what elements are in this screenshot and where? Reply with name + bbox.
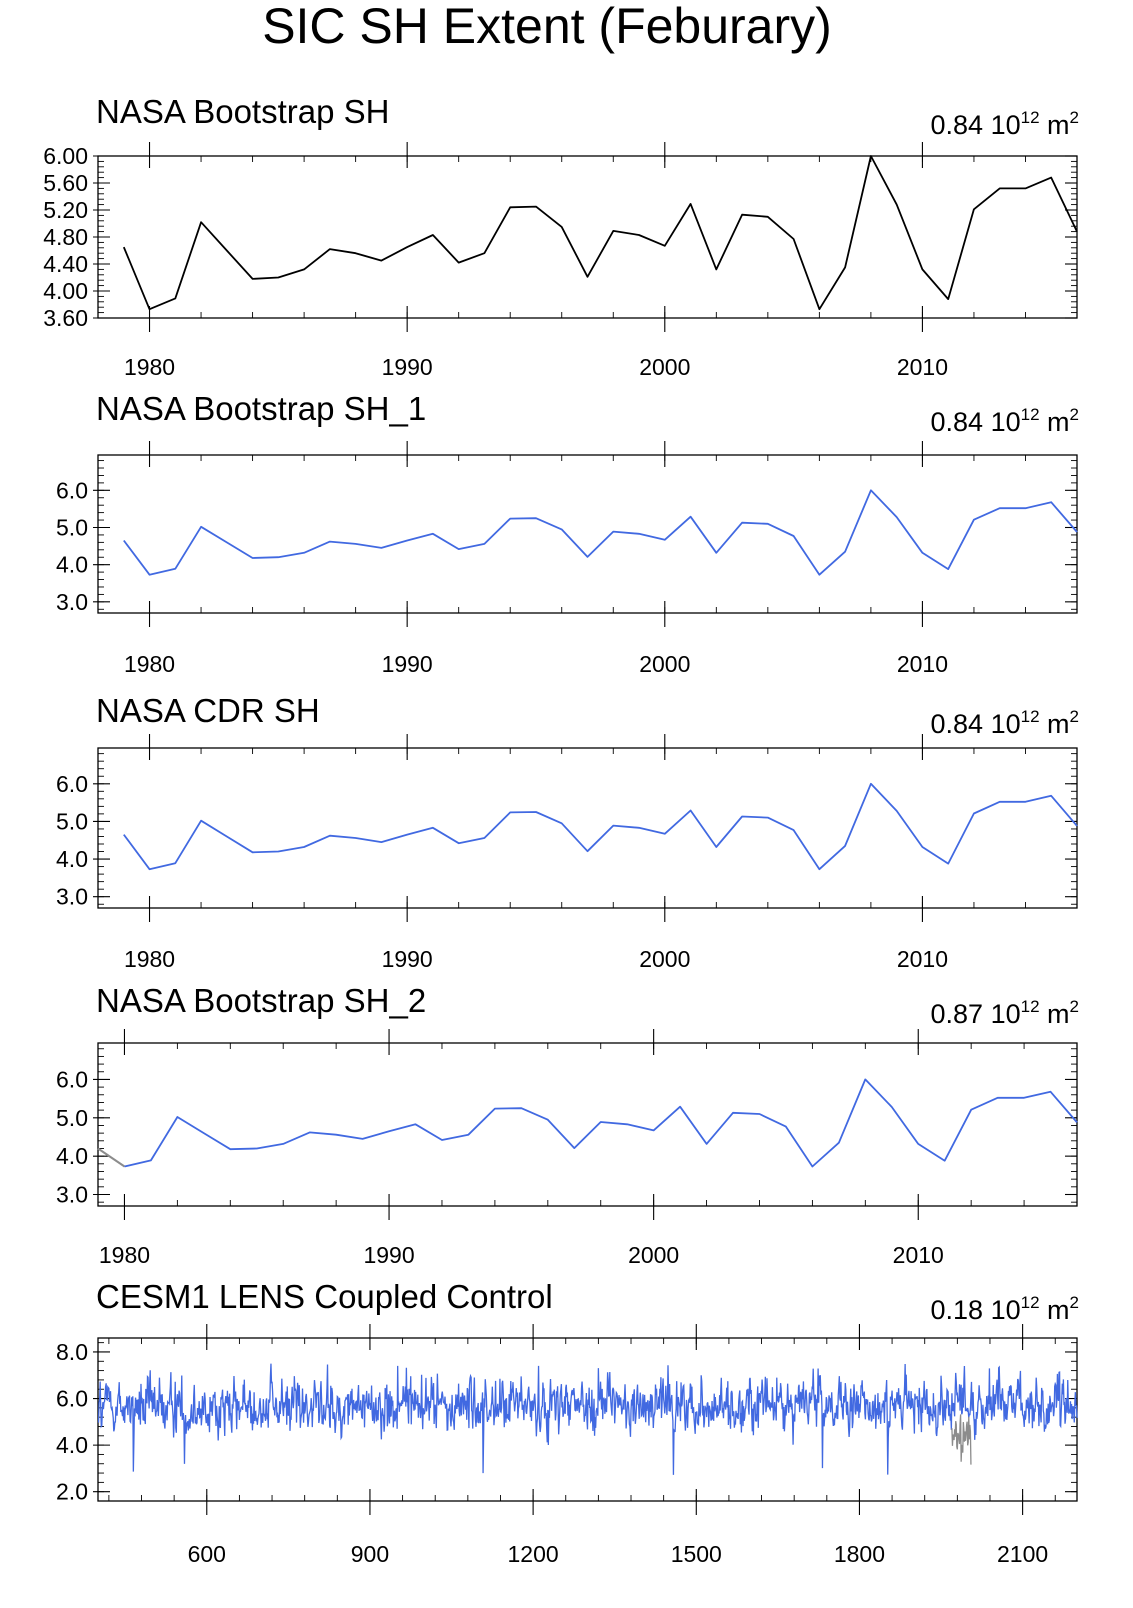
y-tick-label: 3.0 — [56, 1181, 88, 1207]
panel-title: NASA Bootstrap SH — [96, 93, 389, 130]
stat-label: 0.87 1012 m2 — [931, 997, 1079, 1029]
x-tick-label: 900 — [351, 1541, 389, 1567]
panel-title: CESM1 LENS Coupled Control — [96, 1278, 553, 1315]
x-tick-label: 1980 — [124, 946, 175, 972]
plot-frame — [97, 747, 1078, 909]
stat-label: 0.84 1012 m2 — [931, 405, 1079, 437]
y-tick-label: 4.0 — [56, 846, 88, 872]
x-tick-label: 1980 — [124, 354, 175, 380]
y-tick-label: 6.0 — [56, 1386, 88, 1412]
x-tick-label: 2000 — [639, 354, 690, 380]
x-tick-label: 1500 — [671, 1541, 722, 1567]
x-tick-label: 2100 — [997, 1541, 1048, 1567]
panel-2: NASA Bootstrap SH_1 0.84 1012 m2 3.0 4.0 5.0… — [56, 390, 1079, 677]
series-line — [97, 1363, 1078, 1475]
secondary-series-line — [951, 1414, 972, 1465]
x-tick-label: 2000 — [628, 1242, 679, 1268]
y-tick-label: 3.0 — [56, 589, 88, 615]
y-tick-label: 6.0 — [56, 771, 88, 797]
x-tick-label: 1980 — [124, 651, 175, 677]
plot-frame — [97, 454, 1078, 614]
x-tick-label: 600 — [188, 1541, 226, 1567]
secondary-series-line — [97, 1147, 126, 1168]
x-tick-label: 1990 — [382, 354, 433, 380]
panel-title: NASA Bootstrap SH_2 — [96, 982, 426, 1019]
plot-frame — [97, 155, 1078, 319]
x-tick-label: 1980 — [99, 1242, 150, 1268]
stat-label: 0.84 1012 m2 — [931, 108, 1079, 140]
y-tick-label: 5.60 — [43, 170, 88, 196]
y-tick-label: 4.0 — [56, 552, 88, 578]
panel-5: CESM1 LENS Coupled Control 0.18 1012 m2 2.… — [56, 1278, 1079, 1567]
panel-3: NASA CDR SH 0.84 1012 m2 3.0 4.0 5.0 6.0 1980 1… — [56, 692, 1079, 972]
y-tick-label: 3.0 — [56, 884, 88, 910]
y-tick-label: 5.0 — [56, 808, 88, 834]
y-tick-label: 5.0 — [56, 1105, 88, 1131]
y-tick-label: 4.00 — [43, 278, 88, 304]
y-tick-label: 6.00 — [43, 143, 88, 169]
x-tick-label: 2000 — [639, 651, 690, 677]
series-line — [124, 1078, 1078, 1168]
series-line — [123, 782, 1078, 871]
x-tick-label: 2000 — [639, 946, 690, 972]
y-tick-label: 5.20 — [43, 197, 88, 223]
panel-1: NASA Bootstrap SH 0.84 1012 m2 3.604.004.4… — [43, 93, 1079, 380]
x-tick-label: 1990 — [382, 651, 433, 677]
y-tick-label: 4.0 — [56, 1143, 88, 1169]
x-tick-label: 1990 — [363, 1242, 414, 1268]
y-tick-label: 3.60 — [43, 305, 88, 331]
x-tick-label: 1800 — [834, 1541, 885, 1567]
panel-title: NASA CDR SH — [96, 692, 320, 729]
panel-4: NASA Bootstrap SH_2 0.87 1012 m2 3.0 4.0 5.0… — [56, 982, 1079, 1268]
y-tick-label: 4.40 — [43, 251, 88, 277]
y-tick-label: 5.0 — [56, 514, 88, 540]
y-tick-label: 4.80 — [43, 224, 88, 250]
stat-label: 0.18 1012 m2 — [931, 1293, 1079, 1325]
y-tick-label: 4.0 — [56, 1432, 88, 1458]
panel-title: NASA Bootstrap SH_1 — [96, 390, 426, 427]
x-tick-label: 2010 — [893, 1242, 944, 1268]
x-tick-label: 2010 — [897, 651, 948, 677]
x-tick-label: 1990 — [382, 946, 433, 972]
y-tick-label: 6.0 — [56, 1066, 88, 1092]
y-tick-label: 2.0 — [56, 1479, 88, 1505]
figure-title: SIC SH Extent (Feburary) — [262, 0, 832, 54]
y-tick-label: 6.0 — [56, 477, 88, 503]
x-tick-label: 1200 — [508, 1541, 559, 1567]
plot-frame — [97, 1042, 1078, 1207]
stat-label: 0.84 1012 m2 — [931, 707, 1079, 739]
x-tick-label: 2010 — [897, 946, 948, 972]
series-line — [123, 489, 1078, 576]
x-tick-label: 2010 — [897, 354, 948, 380]
y-tick-label: 8.0 — [56, 1339, 88, 1365]
series-line — [122, 155, 1078, 311]
